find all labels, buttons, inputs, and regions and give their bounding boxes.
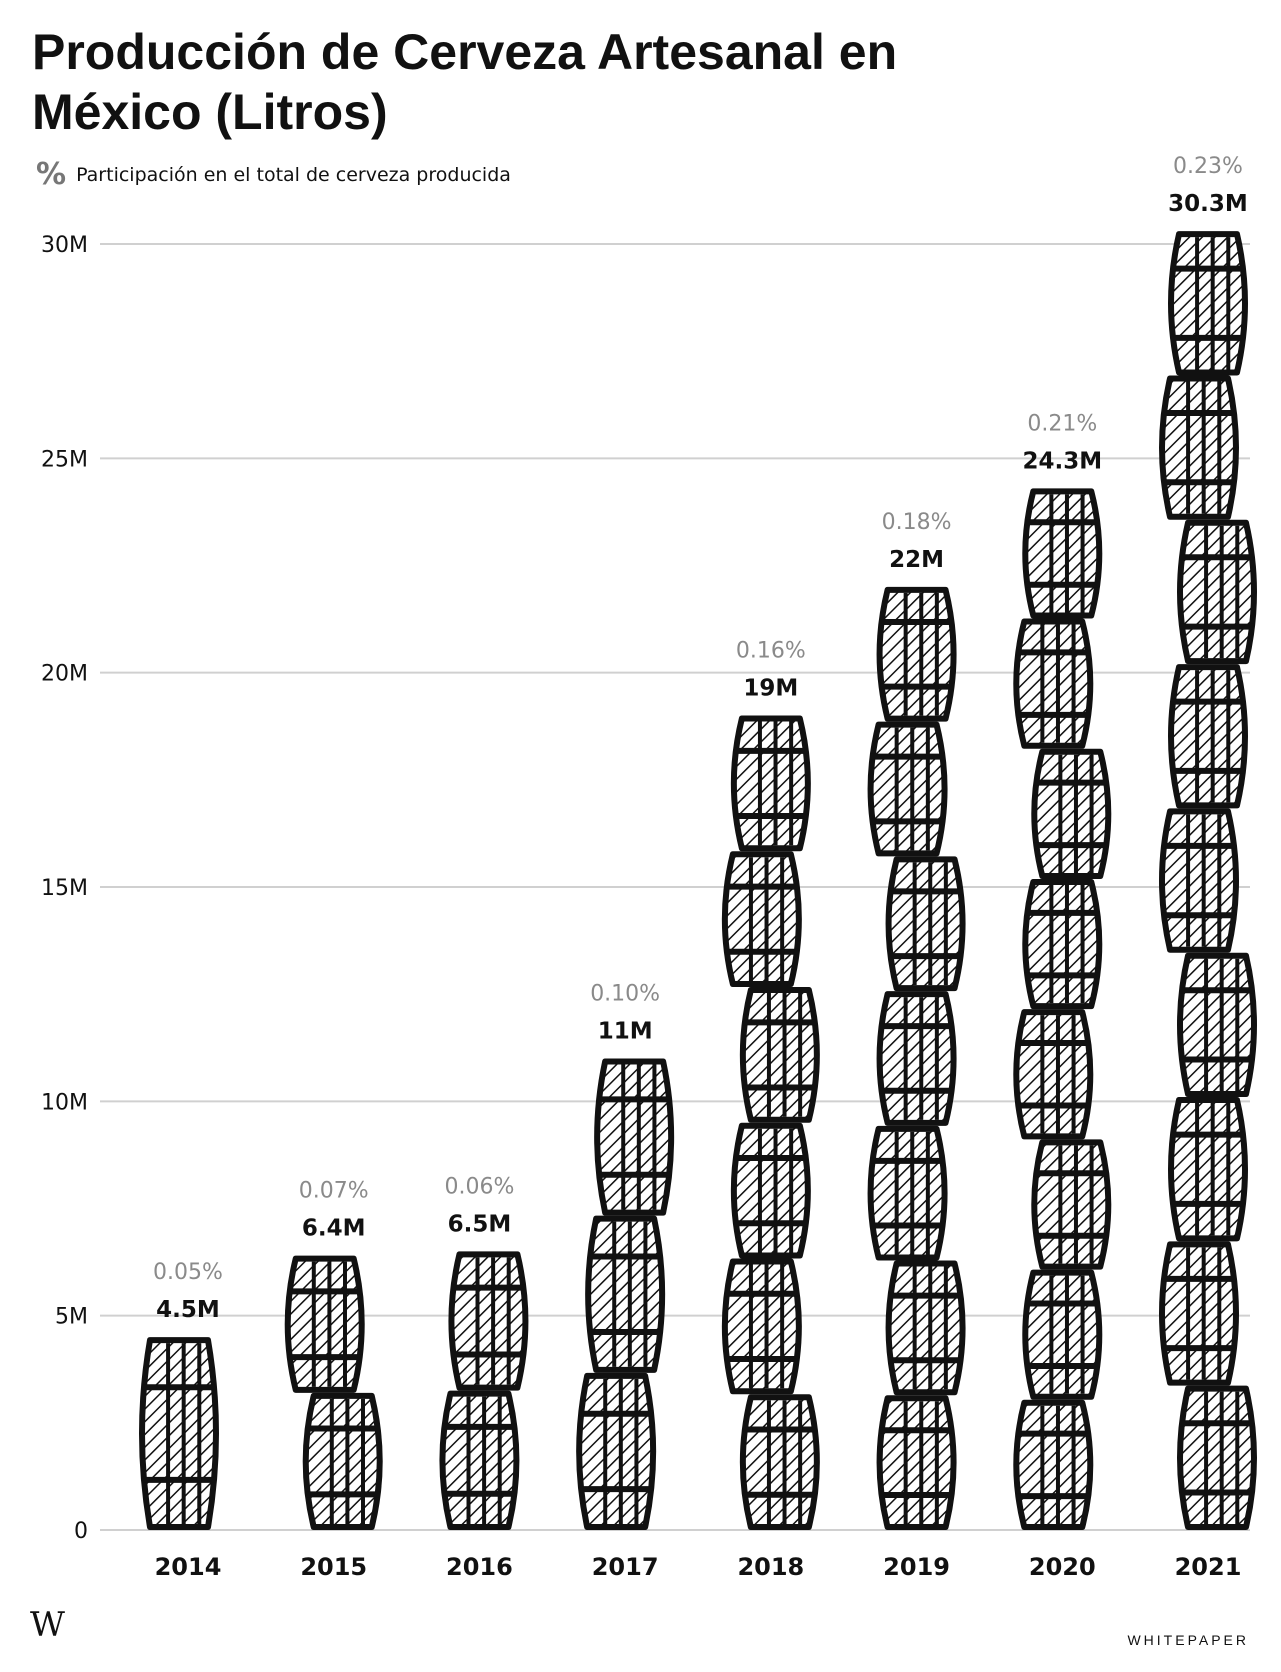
value-label: 11M xyxy=(598,1018,653,1044)
barrel-icon xyxy=(721,851,802,988)
barrel-icon xyxy=(302,1392,383,1530)
x-tick-label: 2014 xyxy=(155,1553,222,1581)
bar-2018 xyxy=(721,715,820,1530)
share-label: 0.18% xyxy=(882,510,952,535)
bar-2016 xyxy=(439,1251,529,1530)
y-tick-label: 10M xyxy=(41,1090,88,1115)
value-label: 22M xyxy=(889,547,944,573)
legend: % Participación en el total de cerveza p… xyxy=(36,160,511,190)
x-tick-label: 2018 xyxy=(737,1553,804,1581)
share-label: 0.21% xyxy=(1027,411,1097,436)
data-labels: 4.5M 0.05% 6.4M 0.07% 6.5M 0.06% 11M 0.10% 19M 0.… xyxy=(153,154,1248,1323)
share-label: 0.10% xyxy=(590,981,660,1006)
barrel-icon xyxy=(867,721,948,857)
barrel-icon xyxy=(439,1390,520,1530)
barrel-icon xyxy=(448,1251,529,1391)
value-label: 19M xyxy=(743,676,798,702)
barrel-icon xyxy=(876,991,957,1126)
barrel-icon xyxy=(1013,1009,1094,1140)
value-label: 6.5M xyxy=(448,1211,512,1237)
barrel-icon xyxy=(739,1394,820,1530)
y-axis: 0 5M 10M 15M 20M 25M 30M xyxy=(41,233,88,1544)
whitepaper-logo: W xyxy=(30,1605,65,1645)
barrel-icon xyxy=(885,856,966,992)
barrel-icon xyxy=(1177,952,1257,1098)
barrel-icon xyxy=(876,586,957,722)
barrel-icon xyxy=(1031,748,1112,879)
chart-title-line-2: México (Litros) xyxy=(32,84,388,140)
barrel-icon xyxy=(1022,878,1103,1010)
value-label: 6.4M xyxy=(302,1216,366,1242)
brand-name: WHITEPAPER xyxy=(1127,1632,1249,1648)
barrel-icon xyxy=(730,1122,811,1259)
barrel-icon xyxy=(1177,519,1257,665)
bar-2017 xyxy=(576,1058,675,1530)
barrel-icon xyxy=(1159,1241,1239,1386)
y-tick-label: 25M xyxy=(41,447,88,472)
barrel-icon xyxy=(739,987,820,1123)
barrel-icon xyxy=(1022,488,1103,619)
barrel-icon xyxy=(721,1258,802,1395)
y-tick-label: 20M xyxy=(41,662,88,687)
y-tick-label: 5M xyxy=(55,1305,88,1330)
barrel-icon xyxy=(585,1215,666,1373)
barrel-icon xyxy=(1013,1399,1094,1530)
bar-2020 xyxy=(1013,488,1112,1530)
share-label: 0.23% xyxy=(1173,154,1243,179)
share-label: 0.07% xyxy=(299,1179,369,1204)
chart-title-line-1: Producción de Cerveza Artesanal en xyxy=(32,24,898,80)
bar-2019 xyxy=(867,586,966,1530)
bar-2014 xyxy=(139,1337,219,1530)
barrel-icon xyxy=(594,1058,675,1216)
x-tick-label: 2019 xyxy=(883,1553,950,1581)
bar-2021 xyxy=(1159,231,1257,1530)
barrel-icon xyxy=(1159,375,1239,520)
barrel-icon xyxy=(1168,1097,1248,1242)
bars xyxy=(139,231,1257,1530)
barrel-icon xyxy=(284,1255,365,1393)
x-tick-label: 2015 xyxy=(300,1553,367,1581)
barrel-icon xyxy=(139,1337,219,1530)
barrel-icon xyxy=(1168,664,1248,809)
chart-title: Producción de Cerveza Artesanal en Méxic… xyxy=(32,22,1032,142)
legend-label: Participación en el total de cerveza pro… xyxy=(76,164,511,186)
barrel-icon xyxy=(1022,1269,1103,1400)
barrel-icon xyxy=(1177,1385,1257,1530)
value-label: 24.3M xyxy=(1022,448,1102,474)
barrel-icon xyxy=(730,715,811,852)
x-tick-label: 2021 xyxy=(1175,1553,1242,1581)
y-tick-label: 15M xyxy=(41,876,88,901)
value-label: 4.5M xyxy=(156,1297,220,1323)
share-label: 0.06% xyxy=(444,1174,514,1199)
barrel-icon xyxy=(1159,808,1239,953)
barrel-icon xyxy=(867,1125,948,1261)
barrel-icon xyxy=(876,1395,957,1530)
percent-icon: % xyxy=(36,157,67,192)
x-tick-label: 2020 xyxy=(1029,1553,1096,1581)
share-label: 0.16% xyxy=(736,639,806,664)
bar-2015 xyxy=(284,1255,383,1530)
y-tick-label: 30M xyxy=(41,233,88,258)
barrel-icon xyxy=(1031,1139,1112,1270)
barrel-icon xyxy=(885,1260,966,1396)
value-label: 30.3M xyxy=(1168,191,1248,217)
share-label: 0.05% xyxy=(153,1260,223,1285)
x-tick-label: 2016 xyxy=(446,1553,513,1581)
barrel-icon xyxy=(576,1372,657,1530)
x-tick-label: 2017 xyxy=(592,1553,659,1581)
x-axis: 2014 2015 2016 2017 2018 2019 2020 2021 xyxy=(155,1553,1242,1581)
barrel-icon xyxy=(1013,618,1094,749)
y-tick-label: 0 xyxy=(74,1519,88,1544)
barrel-icon xyxy=(1168,231,1248,376)
